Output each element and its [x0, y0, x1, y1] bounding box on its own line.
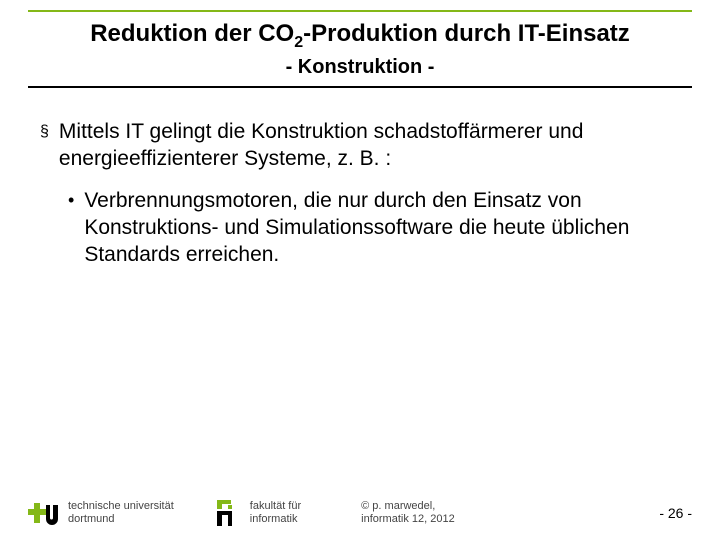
bullet1-text: Mittels IT gelingt die Konstruktion scha…	[59, 118, 680, 173]
slide-title: Reduktion der CO2-Produktion durch IT-Ei…	[28, 20, 692, 52]
slide-subtitle: - Konstruktion -	[28, 56, 692, 79]
copy-line1: © p. marwedel,	[361, 500, 455, 513]
tu-line1: technische universität	[68, 500, 174, 513]
copyright: © p. marwedel, informatik 12, 2012	[361, 500, 455, 526]
bullet-level1: § Mittels IT gelingt die Konstruktion sc…	[40, 118, 680, 173]
dot-bullet-icon: •	[68, 187, 74, 269]
fi-line2: informatik	[250, 513, 301, 526]
bullet2-text: Verbrennungsmotoren, die nur durch den E…	[84, 187, 680, 269]
fi-logo-icon	[212, 498, 242, 528]
tu-logo-icon	[28, 499, 62, 527]
title-underline	[28, 86, 692, 88]
bullet-level2: • Verbrennungsmotoren, die nur durch den…	[68, 187, 680, 269]
fi-logo-text: fakultät für informatik	[250, 500, 301, 526]
fi-line1: fakultät für	[250, 500, 301, 513]
top-divider	[28, 10, 692, 12]
title-block: Reduktion der CO2-Produktion durch IT-Ei…	[28, 20, 692, 79]
copy-line2: informatik 12, 2012	[361, 513, 455, 526]
fi-logo: fakultät für informatik	[212, 498, 301, 528]
page-number: - 26 -	[659, 505, 692, 521]
footer: technische universität dortmund fakultät…	[0, 486, 720, 540]
tu-logo: technische universität dortmund	[28, 499, 174, 527]
title-post: -Produktion durch IT-Einsatz	[303, 20, 630, 47]
content-area: § Mittels IT gelingt die Konstruktion sc…	[40, 118, 680, 268]
tu-line2: dortmund	[68, 513, 174, 526]
title-subscript: 2	[294, 34, 303, 51]
tu-logo-text: technische universität dortmund	[68, 500, 174, 526]
title-pre: Reduktion der CO	[90, 20, 294, 47]
square-bullet-icon: §	[40, 118, 49, 173]
